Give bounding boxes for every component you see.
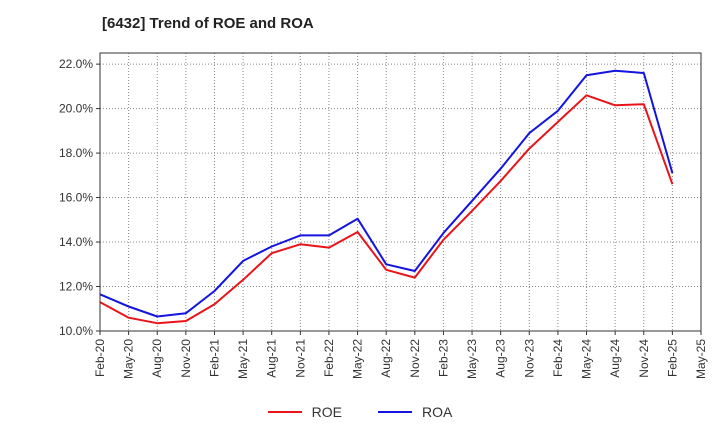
x-tick-label: Aug-24 <box>608 339 622 378</box>
legend: ROE ROA <box>0 404 720 420</box>
x-tick-label: May-25 <box>694 339 708 379</box>
x-tick-label: May-20 <box>122 339 136 379</box>
y-tick-label: 18.0% <box>59 146 93 160</box>
x-tick-label: Aug-22 <box>379 339 393 378</box>
x-tick-label: Nov-24 <box>637 339 651 378</box>
y-tick-label: 12.0% <box>59 280 93 294</box>
chart-title: [6432] Trend of ROE and ROA <box>102 15 314 32</box>
series-line-roe <box>99 94 674 325</box>
series-lines <box>99 69 674 325</box>
legend-label-roe: ROE <box>311 404 342 420</box>
series-line-roa <box>99 69 674 318</box>
x-tick-label: Feb-23 <box>436 339 450 377</box>
x-tick-label: May-21 <box>236 339 250 379</box>
x-tick-label: Aug-21 <box>265 339 279 378</box>
x-tick-label: Nov-21 <box>293 339 307 378</box>
x-tick-label: Feb-22 <box>322 339 336 377</box>
x-tick-label: Feb-24 <box>551 339 565 377</box>
legend-swatch-roe <box>267 411 302 413</box>
x-tick-label: Nov-23 <box>522 339 536 378</box>
x-tick-label: May-23 <box>465 339 479 379</box>
y-tick-label: 14.0% <box>59 235 93 249</box>
x-tick-label: Nov-22 <box>408 339 422 378</box>
legend-swatch-roa <box>378 411 412 413</box>
y-tick-label: 22.0% <box>59 57 93 71</box>
legend-item-roe: ROE <box>267 404 342 420</box>
plot-border <box>99 52 702 332</box>
x-tick-label: Feb-25 <box>665 339 679 377</box>
y-tick-label: 20.0% <box>59 102 93 116</box>
x-tick-label: Aug-20 <box>150 339 164 378</box>
y-tick-label: 16.0% <box>59 191 93 205</box>
x-tick-label: May-24 <box>580 339 594 379</box>
x-tick-label: Feb-21 <box>207 339 221 377</box>
legend-item-roa: ROA <box>378 404 452 420</box>
y-axis: 10.0% 12.0% 14.0% 16.0% 18.0% 20.0% 22.0% <box>59 57 100 338</box>
y-tick-label: 10.0% <box>59 324 93 338</box>
line-chart: 10.0% 12.0% 14.0% 16.0% 18.0% 20.0% 22.0% Feb-… <box>59 52 708 379</box>
x-tick-label: Feb-20 <box>93 339 107 377</box>
legend-label-roa: ROA <box>422 404 453 420</box>
x-tick-label: May-22 <box>351 339 365 379</box>
x-tick-label: Nov-20 <box>179 339 193 378</box>
plot-area <box>100 53 701 331</box>
x-axis: Feb-20 May-20 Aug-20 Nov-20 Feb-21 May-21 Aug-… <box>93 331 708 379</box>
x-tick-label: Aug-23 <box>494 339 508 378</box>
